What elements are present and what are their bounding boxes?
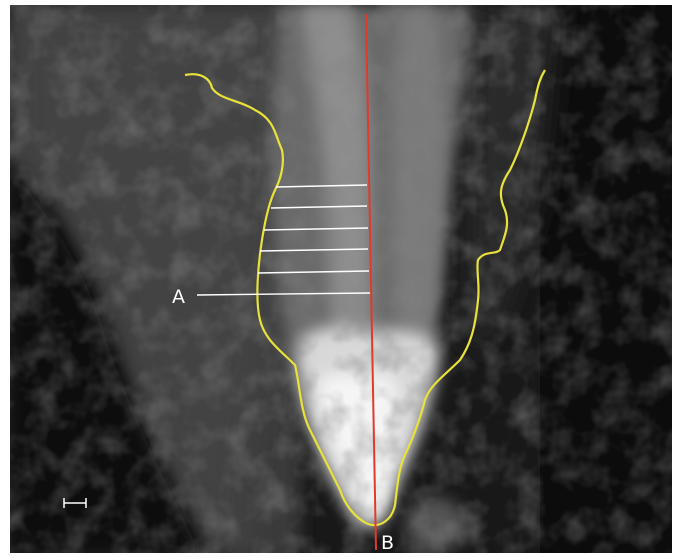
bone-outline-left bbox=[184, 69, 546, 527]
label-b: B bbox=[381, 532, 394, 554]
measure-line-5 bbox=[257, 270, 370, 274]
scale-bar-icon bbox=[63, 498, 87, 508]
measure-line-2 bbox=[270, 205, 368, 209]
axis-line bbox=[365, 13, 377, 551]
measure-line-1 bbox=[275, 184, 368, 188]
scan-image bbox=[10, 5, 672, 553]
label-a: A bbox=[172, 286, 185, 308]
measure-line-3 bbox=[263, 227, 369, 231]
measurement-lines bbox=[196, 184, 371, 296]
measure-line-6 bbox=[196, 292, 371, 296]
measure-line-4 bbox=[259, 248, 369, 252]
